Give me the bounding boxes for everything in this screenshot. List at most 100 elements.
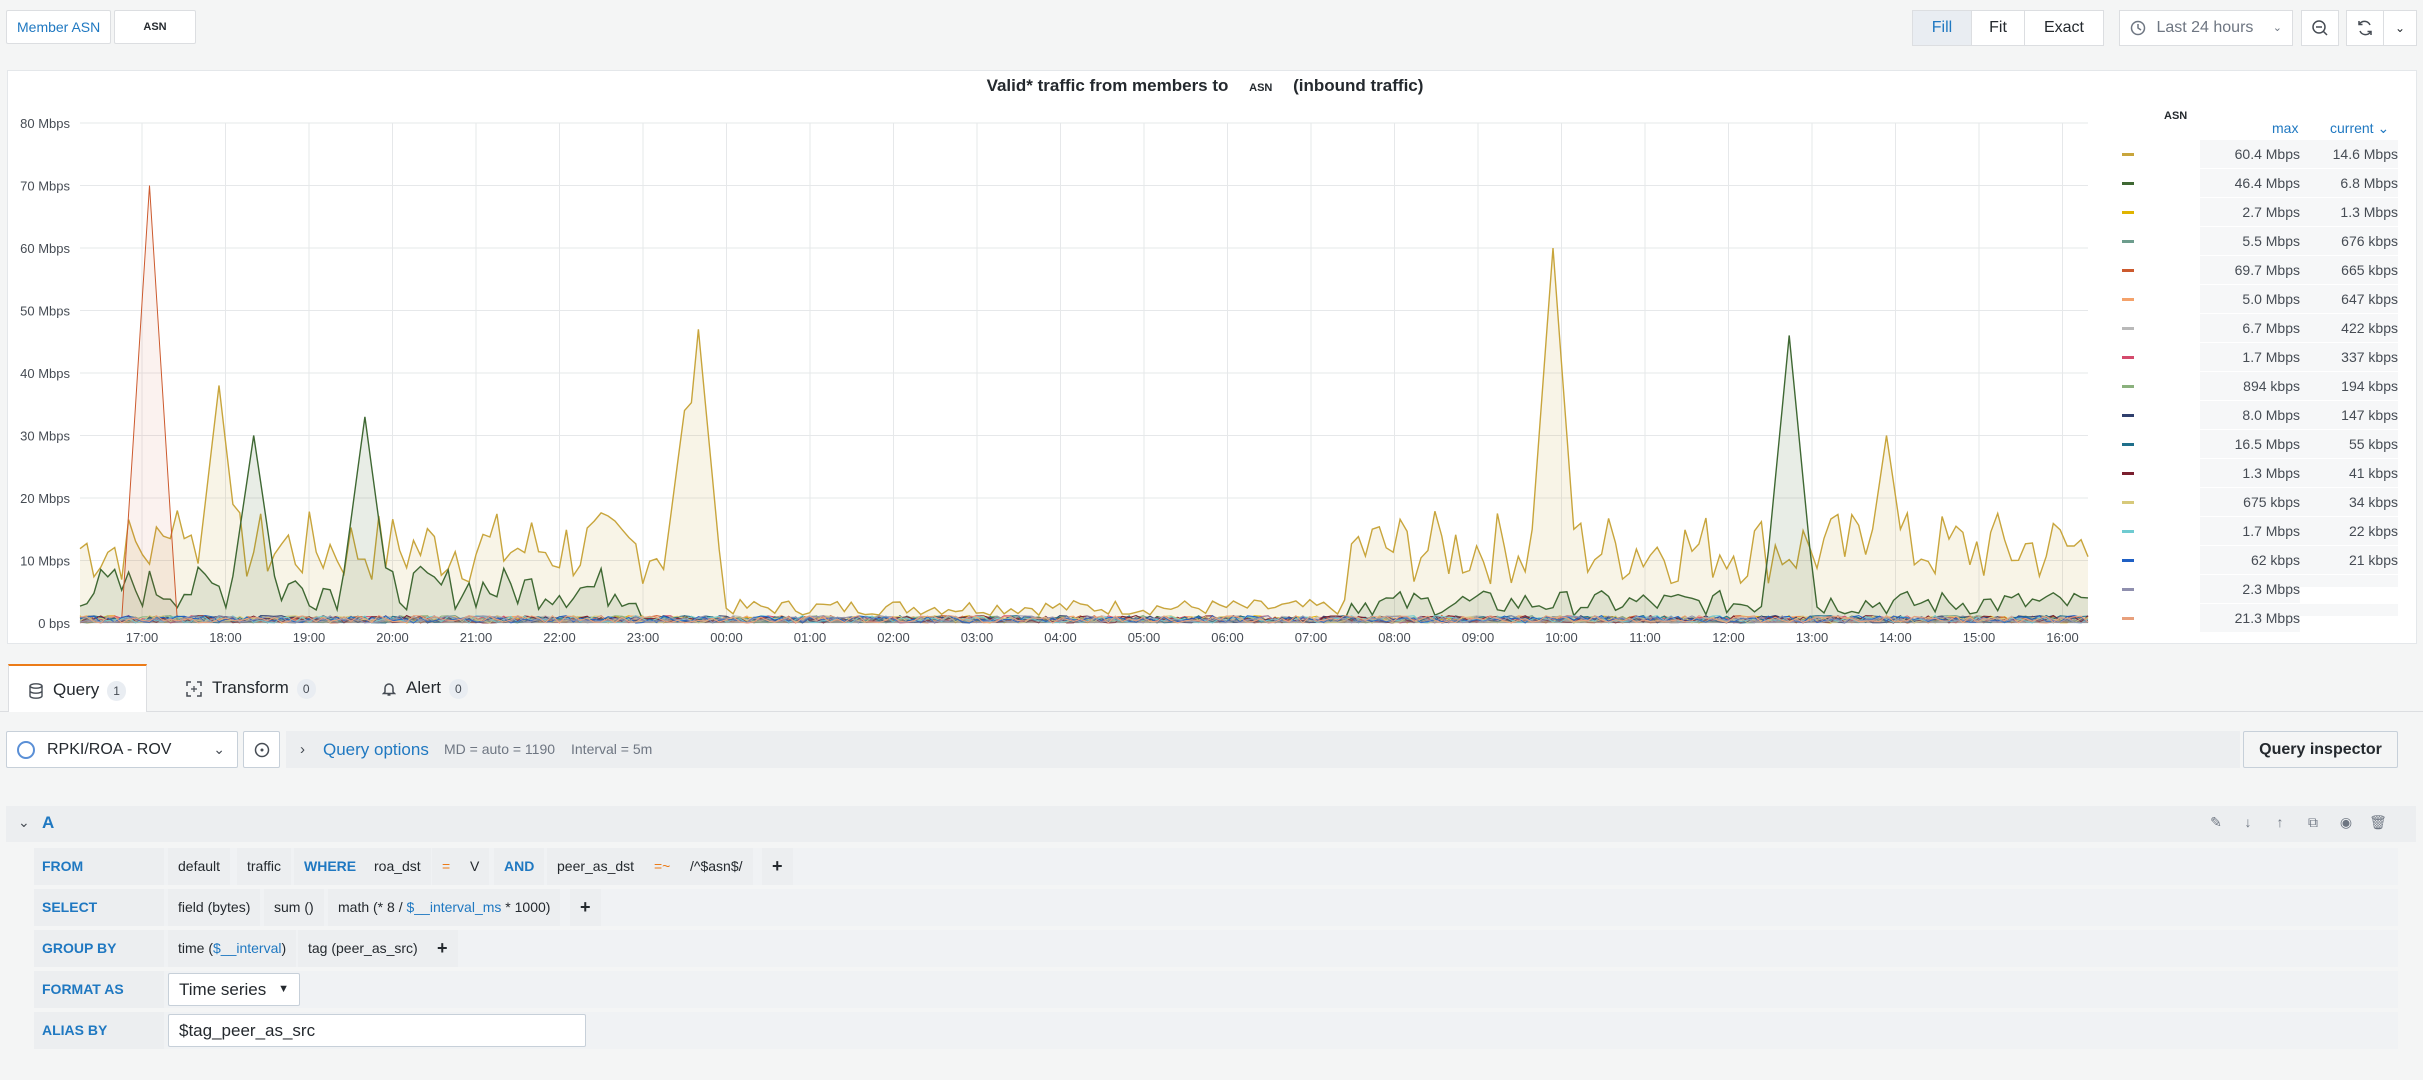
legend-item[interactable]: 21.3 Mbps — [0, 604, 2423, 633]
math-suffix: * 1000) — [501, 899, 551, 915]
duplicate-icon[interactable]: ⧉ — [2308, 814, 2318, 830]
legend-item[interactable]: 2.7 Mbps 1.3 Mbps — [0, 198, 2423, 227]
refresh-button[interactable] — [2346, 10, 2384, 46]
zoom-out-icon — [2312, 20, 2328, 36]
datasource-name: RPKI/ROA - ROV — [47, 741, 172, 758]
query-inspector-button[interactable]: Query inspector — [2243, 731, 2398, 768]
legend-item[interactable]: 6.7 Mbps 422 kbps — [0, 314, 2423, 343]
where-value-v[interactable]: V — [460, 848, 490, 885]
from-policy[interactable]: default — [168, 848, 231, 885]
legend-max-value: 5.0 Mbps — [2200, 285, 2300, 313]
legend-swatch — [2122, 269, 2134, 272]
format-keyword: FORMAT AS — [34, 971, 164, 1008]
query-options-bar[interactable]: › Query options MD = auto = 1190 Interva… — [286, 731, 2240, 768]
graph-panel: 0 bps 10 Mbps 20 Mbps 30 Mbps 40 Mbps 50 Mbps… — [7, 70, 2417, 645]
refresh-interval-dropdown[interactable]: ⌄ — [2383, 10, 2417, 46]
x-tick-label: 00:00 — [710, 630, 743, 645]
legend-item[interactable]: 1.3 Mbps 41 kbps — [0, 459, 2423, 488]
groupby-keyword: GROUP BY — [34, 930, 164, 967]
where-value-regex[interactable]: /^$asn$/ — [680, 848, 753, 885]
legend-item[interactable]: 62 kbps 21 kbps — [0, 546, 2423, 575]
variable-value-select[interactable]: ASN — [114, 10, 196, 44]
query-options-label: Query options — [323, 740, 429, 759]
zoom-out-button[interactable] — [2301, 10, 2339, 46]
legend-item[interactable]: 8.0 Mbps 147 kbps — [0, 401, 2423, 430]
legend-item[interactable]: 1.7 Mbps 337 kbps — [0, 343, 2423, 372]
legend-current-value: 147 kbps — [2300, 401, 2398, 429]
y-tick-label: 10 Mbps — [20, 554, 70, 569]
datasource-help-button[interactable] — [243, 731, 280, 768]
legend-max-value: 2.7 Mbps — [2200, 198, 2300, 226]
move-up-icon[interactable]: ↑ — [2276, 814, 2284, 830]
legend-item[interactable]: 5.5 Mbps 676 kbps — [0, 227, 2423, 256]
tab-query-label: Query — [53, 680, 100, 699]
legend-max-value: 69.7 Mbps — [2200, 256, 2300, 284]
chevron-down-icon: ⌄ — [2272, 22, 2282, 34]
groupby-time[interactable]: time ($__interval) — [168, 930, 297, 967]
legend-swatch — [2122, 356, 2134, 359]
legend-item[interactable]: 60.4 Mbps 14.6 Mbps — [0, 140, 2423, 169]
legend-swatch — [2122, 472, 2134, 475]
legend-swatch — [2122, 327, 2134, 330]
select-aggregation[interactable]: sum () — [264, 889, 324, 926]
exact-button[interactable]: Exact — [2024, 10, 2104, 46]
legend-item[interactable]: 675 kbps 34 kbps — [0, 488, 2423, 517]
legend-max-header[interactable]: max — [2272, 120, 2299, 136]
x-tick-label: 06:00 — [1211, 630, 1244, 645]
legend-item[interactable]: 1.7 Mbps 22 kbps — [0, 517, 2423, 546]
legend-item[interactable]: 894 kbps 194 kbps — [0, 372, 2423, 401]
tab-query[interactable]: Query 1 — [8, 664, 147, 712]
x-tick-label: 23:00 — [627, 630, 660, 645]
add-groupby-button[interactable]: + — [427, 930, 458, 967]
move-down-icon[interactable]: ↓ — [2244, 814, 2252, 830]
select-field[interactable]: field (bytes) — [168, 889, 261, 926]
where-keyword: WHERE — [294, 848, 367, 885]
caret-down-icon: ▼ — [278, 983, 289, 995]
format-select[interactable]: Time series ▼ — [168, 973, 300, 1006]
from-measurement[interactable]: traffic — [237, 848, 291, 885]
time-range-picker[interactable]: Last 24 hours ⌄ — [2119, 10, 2293, 46]
variable-label: Member ASN — [6, 10, 112, 44]
legend-item[interactable]: 69.7 Mbps 665 kbps — [0, 256, 2423, 285]
add-select-button[interactable]: + — [570, 889, 601, 926]
x-tick-label: 05:00 — [1128, 630, 1161, 645]
eye-icon[interactable]: ◉ — [2339, 814, 2353, 830]
tab-query-count: 1 — [107, 681, 126, 701]
edit-icon[interactable]: ✎ — [2210, 814, 2222, 830]
where-tag-peer-as-dst[interactable]: peer_as_dst — [547, 848, 645, 885]
x-tick-label: 16:00 — [2046, 630, 2079, 645]
panel-title[interactable]: Valid* traffic from members to ASN (inbo… — [0, 76, 2410, 96]
chevron-down-icon[interactable]: ⌄ — [18, 814, 30, 830]
y-tick-label: 60 Mbps — [20, 241, 70, 256]
fit-button[interactable]: Fit — [1971, 10, 2025, 46]
x-tick-label: 15:00 — [1963, 630, 1996, 645]
add-where-button[interactable]: + — [762, 848, 793, 885]
legend-item[interactable]: 16.5 Mbps 55 kbps — [0, 430, 2423, 459]
chevron-down-icon: ⌄ — [2394, 21, 2406, 35]
tab-transform[interactable]: Transform 0 — [186, 664, 316, 712]
legend-item[interactable]: 2.3 Mbps — [0, 575, 2423, 604]
x-tick-label: 21:00 — [460, 630, 493, 645]
legend-current-header[interactable]: current ⌄ — [2330, 120, 2390, 136]
select-math[interactable]: math (* 8 / $__interval_ms * 1000) — [328, 889, 561, 926]
alias-input[interactable]: $tag_peer_as_src — [168, 1014, 586, 1047]
where-operator-regex[interactable]: =~ — [644, 848, 681, 885]
where-operator-eq[interactable]: = — [432, 848, 461, 885]
datasource-select[interactable]: RPKI/ROA - ROV ⌄ — [6, 731, 238, 768]
query-row-header[interactable]: ⌄ A ✎ ↓ ↑ ⧉ ◉ 🗑 — [6, 806, 2416, 842]
x-tick-label: 08:00 — [1378, 630, 1411, 645]
legend-item[interactable]: 5.0 Mbps 647 kbps — [0, 285, 2423, 314]
trash-icon[interactable]: 🗑 — [2369, 814, 2387, 830]
y-tick-label: 20 Mbps — [20, 491, 70, 506]
groupby-tag[interactable]: tag (peer_as_src) — [298, 930, 428, 967]
legend-current-value: 14.6 Mbps — [2300, 140, 2398, 168]
format-value: Time series — [179, 980, 267, 999]
fill-button[interactable]: Fill — [1912, 10, 1972, 46]
series-line — [79, 247, 2089, 617]
where-tag-roa-dst[interactable]: roa_dst — [364, 848, 431, 885]
series-line — [79, 614, 2089, 624]
legend-item[interactable]: 46.4 Mbps 6.8 Mbps — [0, 169, 2423, 198]
chevron-right-icon: › — [300, 741, 305, 758]
tab-alert[interactable]: Alert 0 — [382, 664, 468, 712]
legend-max-value: 16.5 Mbps — [2200, 430, 2300, 458]
